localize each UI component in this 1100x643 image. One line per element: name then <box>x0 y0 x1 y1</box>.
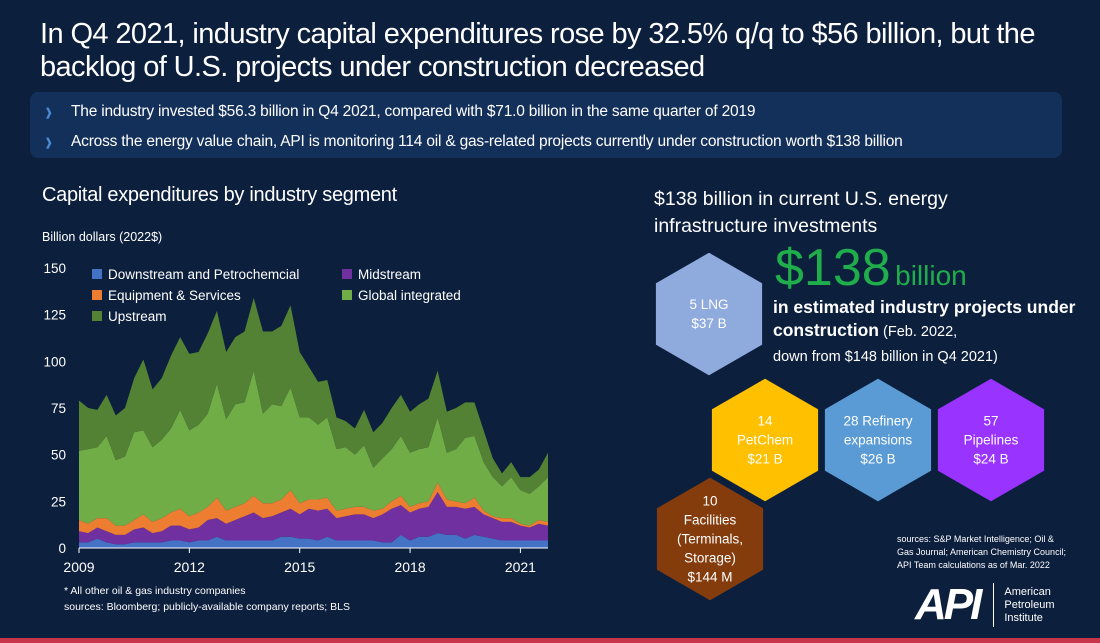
key-points-box: ❱ The industry invested $56.3 billion in … <box>30 92 1062 158</box>
chart-footnotes: * All other oil & gas industry companies… <box>64 583 350 615</box>
x-tick-label: 2009 <box>63 559 94 575</box>
bullet-text: Across the energy value chain, API is mo… <box>71 133 903 150</box>
hexagon-label-line: $37 B <box>691 316 727 331</box>
hexagon-label: 57 Pipelines $24 B <box>964 412 1019 469</box>
chart-title: Capital expenditures by industry segment <box>42 184 397 206</box>
y-tick-label: 50 <box>51 448 66 463</box>
legend-swatch <box>342 269 352 279</box>
projects-description: in estimated industry projects under con… <box>773 296 1093 369</box>
area-global-integrated <box>79 370 548 526</box>
legend-item: Downstream and Petrochemcial <box>92 267 299 282</box>
legend-item: Midstream <box>342 267 421 282</box>
bullet-item: ❱ Across the energy value chain, API is m… <box>44 133 903 151</box>
logo-mark: API <box>915 580 982 629</box>
source-line: Gas Journal; American Chemistry Council; <box>897 547 1067 557</box>
hexagon-label-line: PetChem <box>736 432 794 448</box>
hexagon <box>821 375 935 505</box>
legend-swatch <box>92 269 102 279</box>
y-tick-label: 150 <box>43 261 66 276</box>
bullet-text: The industry invested $56.3 billion in Q… <box>71 103 756 120</box>
area-equipment-services <box>79 482 548 535</box>
footer-bar <box>0 638 1100 643</box>
source-line: API Team calculations as of Mar. 2022 <box>897 560 1050 570</box>
desc-bold: in estimated industry projects under con… <box>773 297 1076 340</box>
area-downstream-and-petrochemcial <box>79 533 548 548</box>
hexagon-label: 28 Refinery expansions $26 B <box>843 412 912 469</box>
logo-divider <box>993 583 995 627</box>
hexagon-label: 5 LNG $37 B <box>689 295 728 333</box>
hexagon-label-line: $21 B <box>747 451 783 467</box>
hexagon <box>652 249 766 379</box>
sources-left: sources: Bloomberg; publicly-available c… <box>64 601 350 613</box>
legend-label: Upstream <box>108 309 167 324</box>
right-panel-title: $138 billion in current U.S. energy infr… <box>654 188 948 237</box>
hexagon-label-line: 5 LNG <box>689 297 729 312</box>
hexagon-label-line: $144 M <box>687 569 733 585</box>
legend-label: Global integrated <box>358 288 461 303</box>
legend-item: Equipment & Services <box>92 288 241 303</box>
legend-swatch <box>92 290 102 300</box>
legend-label: Midstream <box>358 267 422 282</box>
legend-swatch <box>92 311 102 321</box>
legend-label: Equipment & Services <box>108 288 241 303</box>
area-midstream <box>79 492 548 545</box>
hexagon <box>708 375 822 505</box>
x-tick-label: 2021 <box>505 559 536 575</box>
hexagon-label-line: 10 <box>702 493 718 509</box>
big-number: $138 <box>775 239 891 297</box>
desc-comparison: down from $148 billion in Q4 2021) <box>773 349 998 365</box>
capex-area-chart: 0 25 50 75 100 125 150 2009 2012 2015 2018 2021 <box>43 261 548 575</box>
hexagon <box>934 375 1048 505</box>
hexagon-label-line: 57 <box>983 413 999 429</box>
logo-text: American Petroleum Institute <box>1004 586 1054 625</box>
hexagon-label-line: Pipelines <box>963 432 1019 448</box>
legend-item: Global integrated <box>342 288 461 303</box>
logo-line: American <box>1004 585 1051 598</box>
headline-figure: $138 billion <box>775 242 967 294</box>
bullet-icon: ❱ <box>44 137 54 149</box>
hexagon-label: 10 Facilities (Terminals, Storage) $144 M <box>677 492 743 587</box>
desc-date: (Feb. 2022, <box>878 324 958 340</box>
y-tick-label: 125 <box>43 308 66 323</box>
hexagon-label-line: 14 <box>757 413 773 429</box>
bullet-item: ❱ The industry invested $56.3 billion in … <box>44 103 755 121</box>
area-upstream <box>79 297 548 494</box>
hexagon-label-line: $24 B <box>973 451 1009 467</box>
y-tick-label: 25 <box>51 494 66 509</box>
hexagon-label-line: expansions <box>843 432 913 448</box>
footnote: * All other oil & gas industry companies <box>64 585 246 597</box>
y-tick-label: 75 <box>51 401 66 416</box>
y-tick-label: 0 <box>58 541 66 556</box>
hexagon-label-line: Facilities <box>683 512 737 528</box>
sources-right: sources: S&P Market Intelligence; Oil & … <box>897 533 1097 572</box>
y-tick-label: 100 <box>43 354 66 369</box>
source-line: sources: S&P Market Intelligence; Oil & <box>897 534 1054 544</box>
x-tick-label: 2012 <box>174 559 205 575</box>
x-tick-label: 2015 <box>284 559 315 575</box>
hexagon-label-line: 28 Refinery <box>843 413 913 429</box>
hexagon-label-line: (Terminals, <box>676 531 744 547</box>
x-tick-label: 2018 <box>394 559 425 575</box>
legend-swatch <box>342 290 352 300</box>
legend-item: Upstream <box>92 309 167 324</box>
page-title: In Q4 2021, industry capital expenditure… <box>40 18 1035 83</box>
hexagon-label: 14 PetChem $21 B <box>737 412 793 469</box>
hexagon <box>653 474 767 604</box>
bullet-icon: ❱ <box>44 107 54 119</box>
hexagon-label-line: Storage) <box>684 550 736 566</box>
api-logo: API American Petroleum Institute <box>915 580 1055 630</box>
legend-label: Downstream and Petrochemcial <box>108 267 300 282</box>
y-axis-label: Billion dollars (2022$) <box>42 230 163 244</box>
big-unit: billion <box>895 260 967 291</box>
logo-line: Institute <box>1004 611 1043 624</box>
hexagon-label-line: $26 B <box>860 451 896 467</box>
logo-line: Petroleum <box>1004 598 1055 611</box>
